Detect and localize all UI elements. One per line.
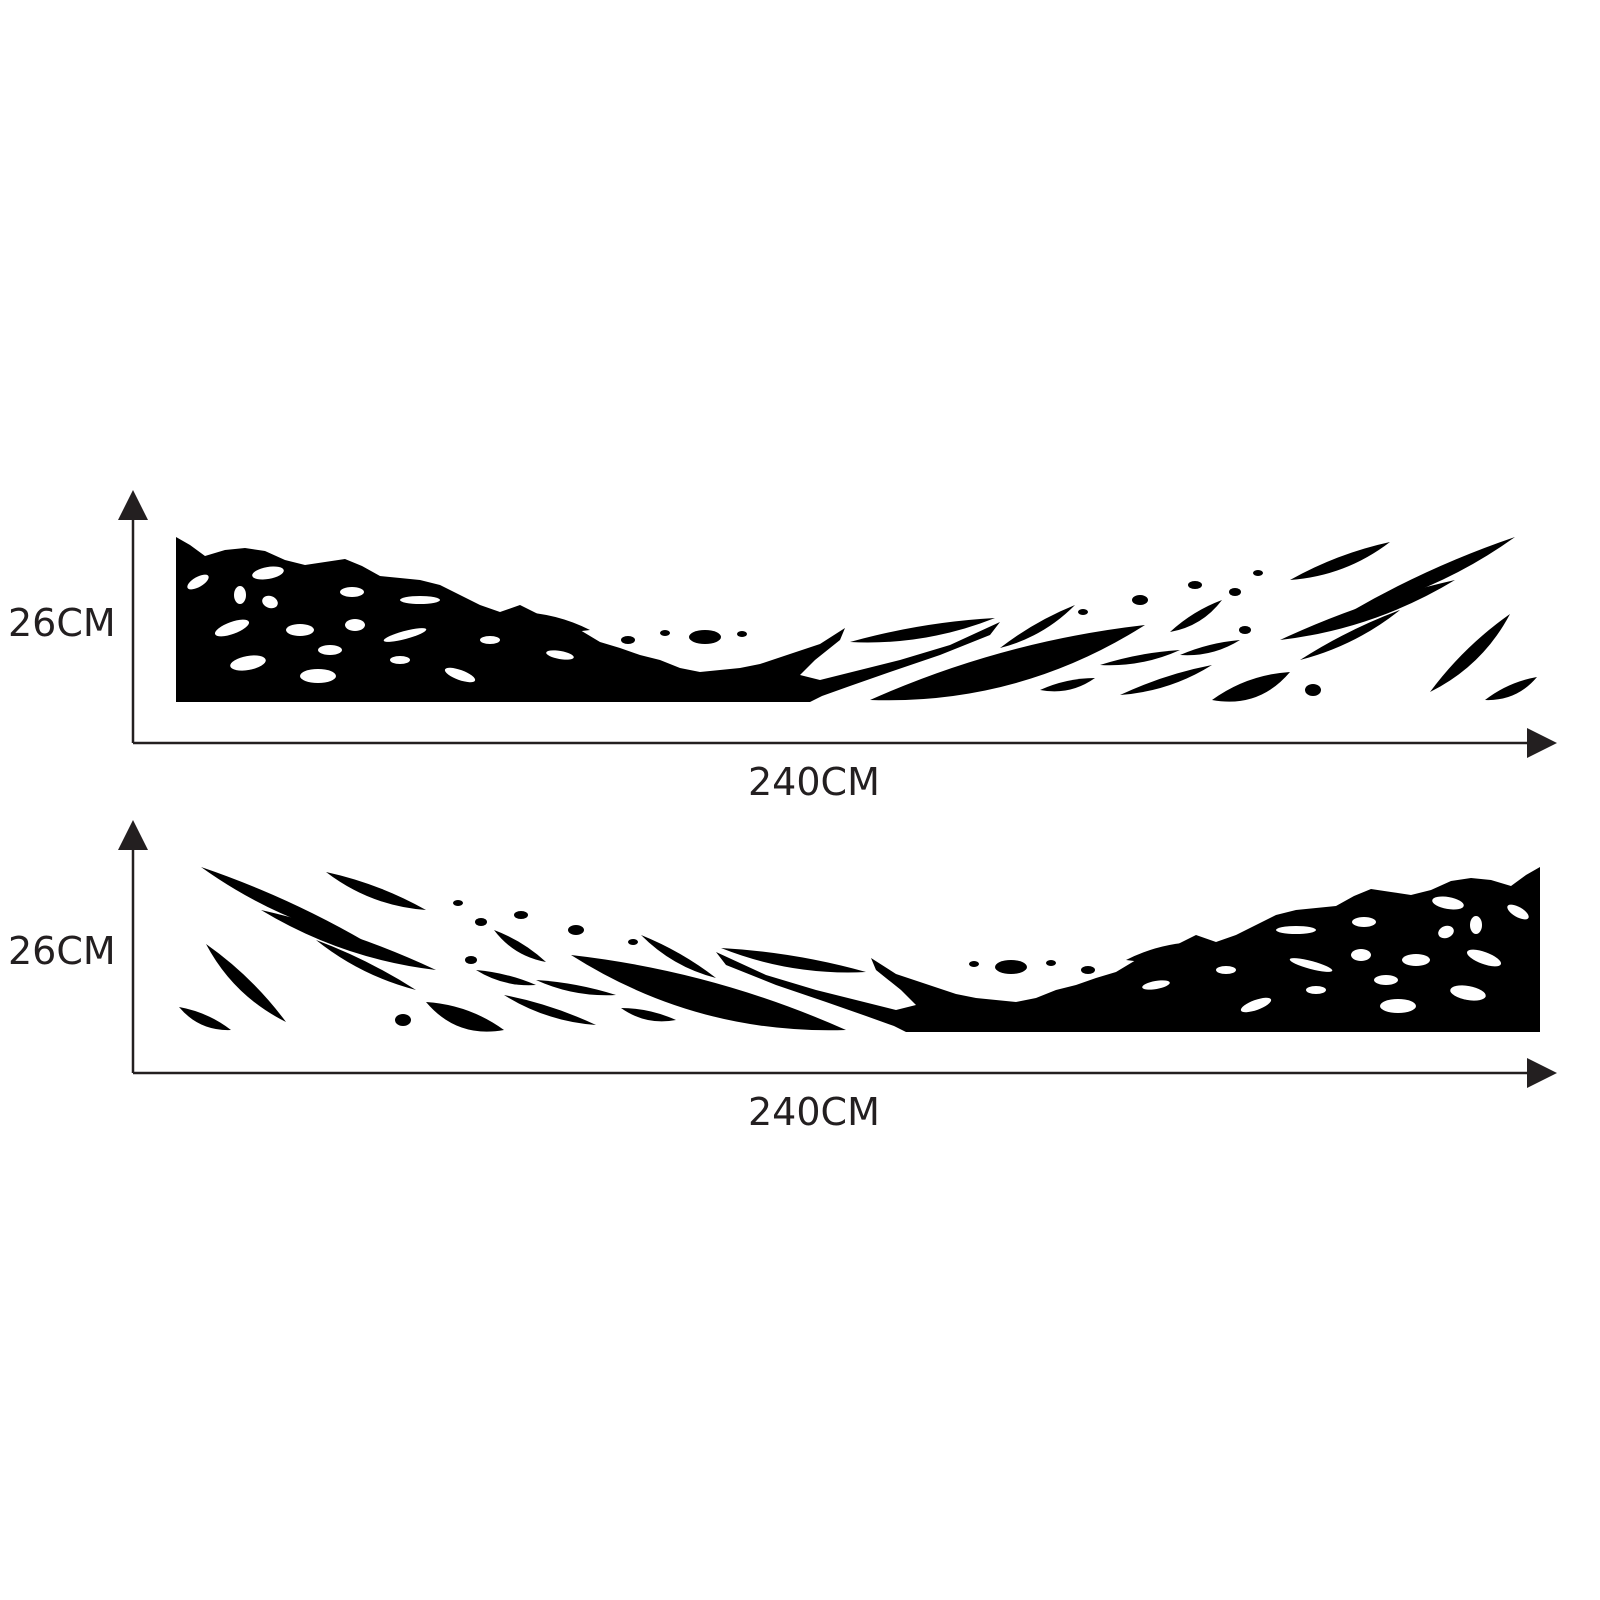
height-arrow-icon xyxy=(118,490,148,520)
bottom-diagram xyxy=(118,820,1557,1088)
top-height-label: 26CM xyxy=(8,601,116,645)
height-arrow-icon xyxy=(118,820,148,850)
top-width-label: 240CM xyxy=(748,760,880,804)
bottom-width-label: 240CM xyxy=(748,1090,880,1134)
width-arrow-icon xyxy=(1527,728,1557,758)
bottom-height-label: 26CM xyxy=(8,929,116,973)
top-diagram xyxy=(118,490,1557,758)
bottom-decal xyxy=(179,867,1540,1032)
top-decal xyxy=(176,537,1537,702)
width-arrow-icon xyxy=(1527,1058,1557,1088)
